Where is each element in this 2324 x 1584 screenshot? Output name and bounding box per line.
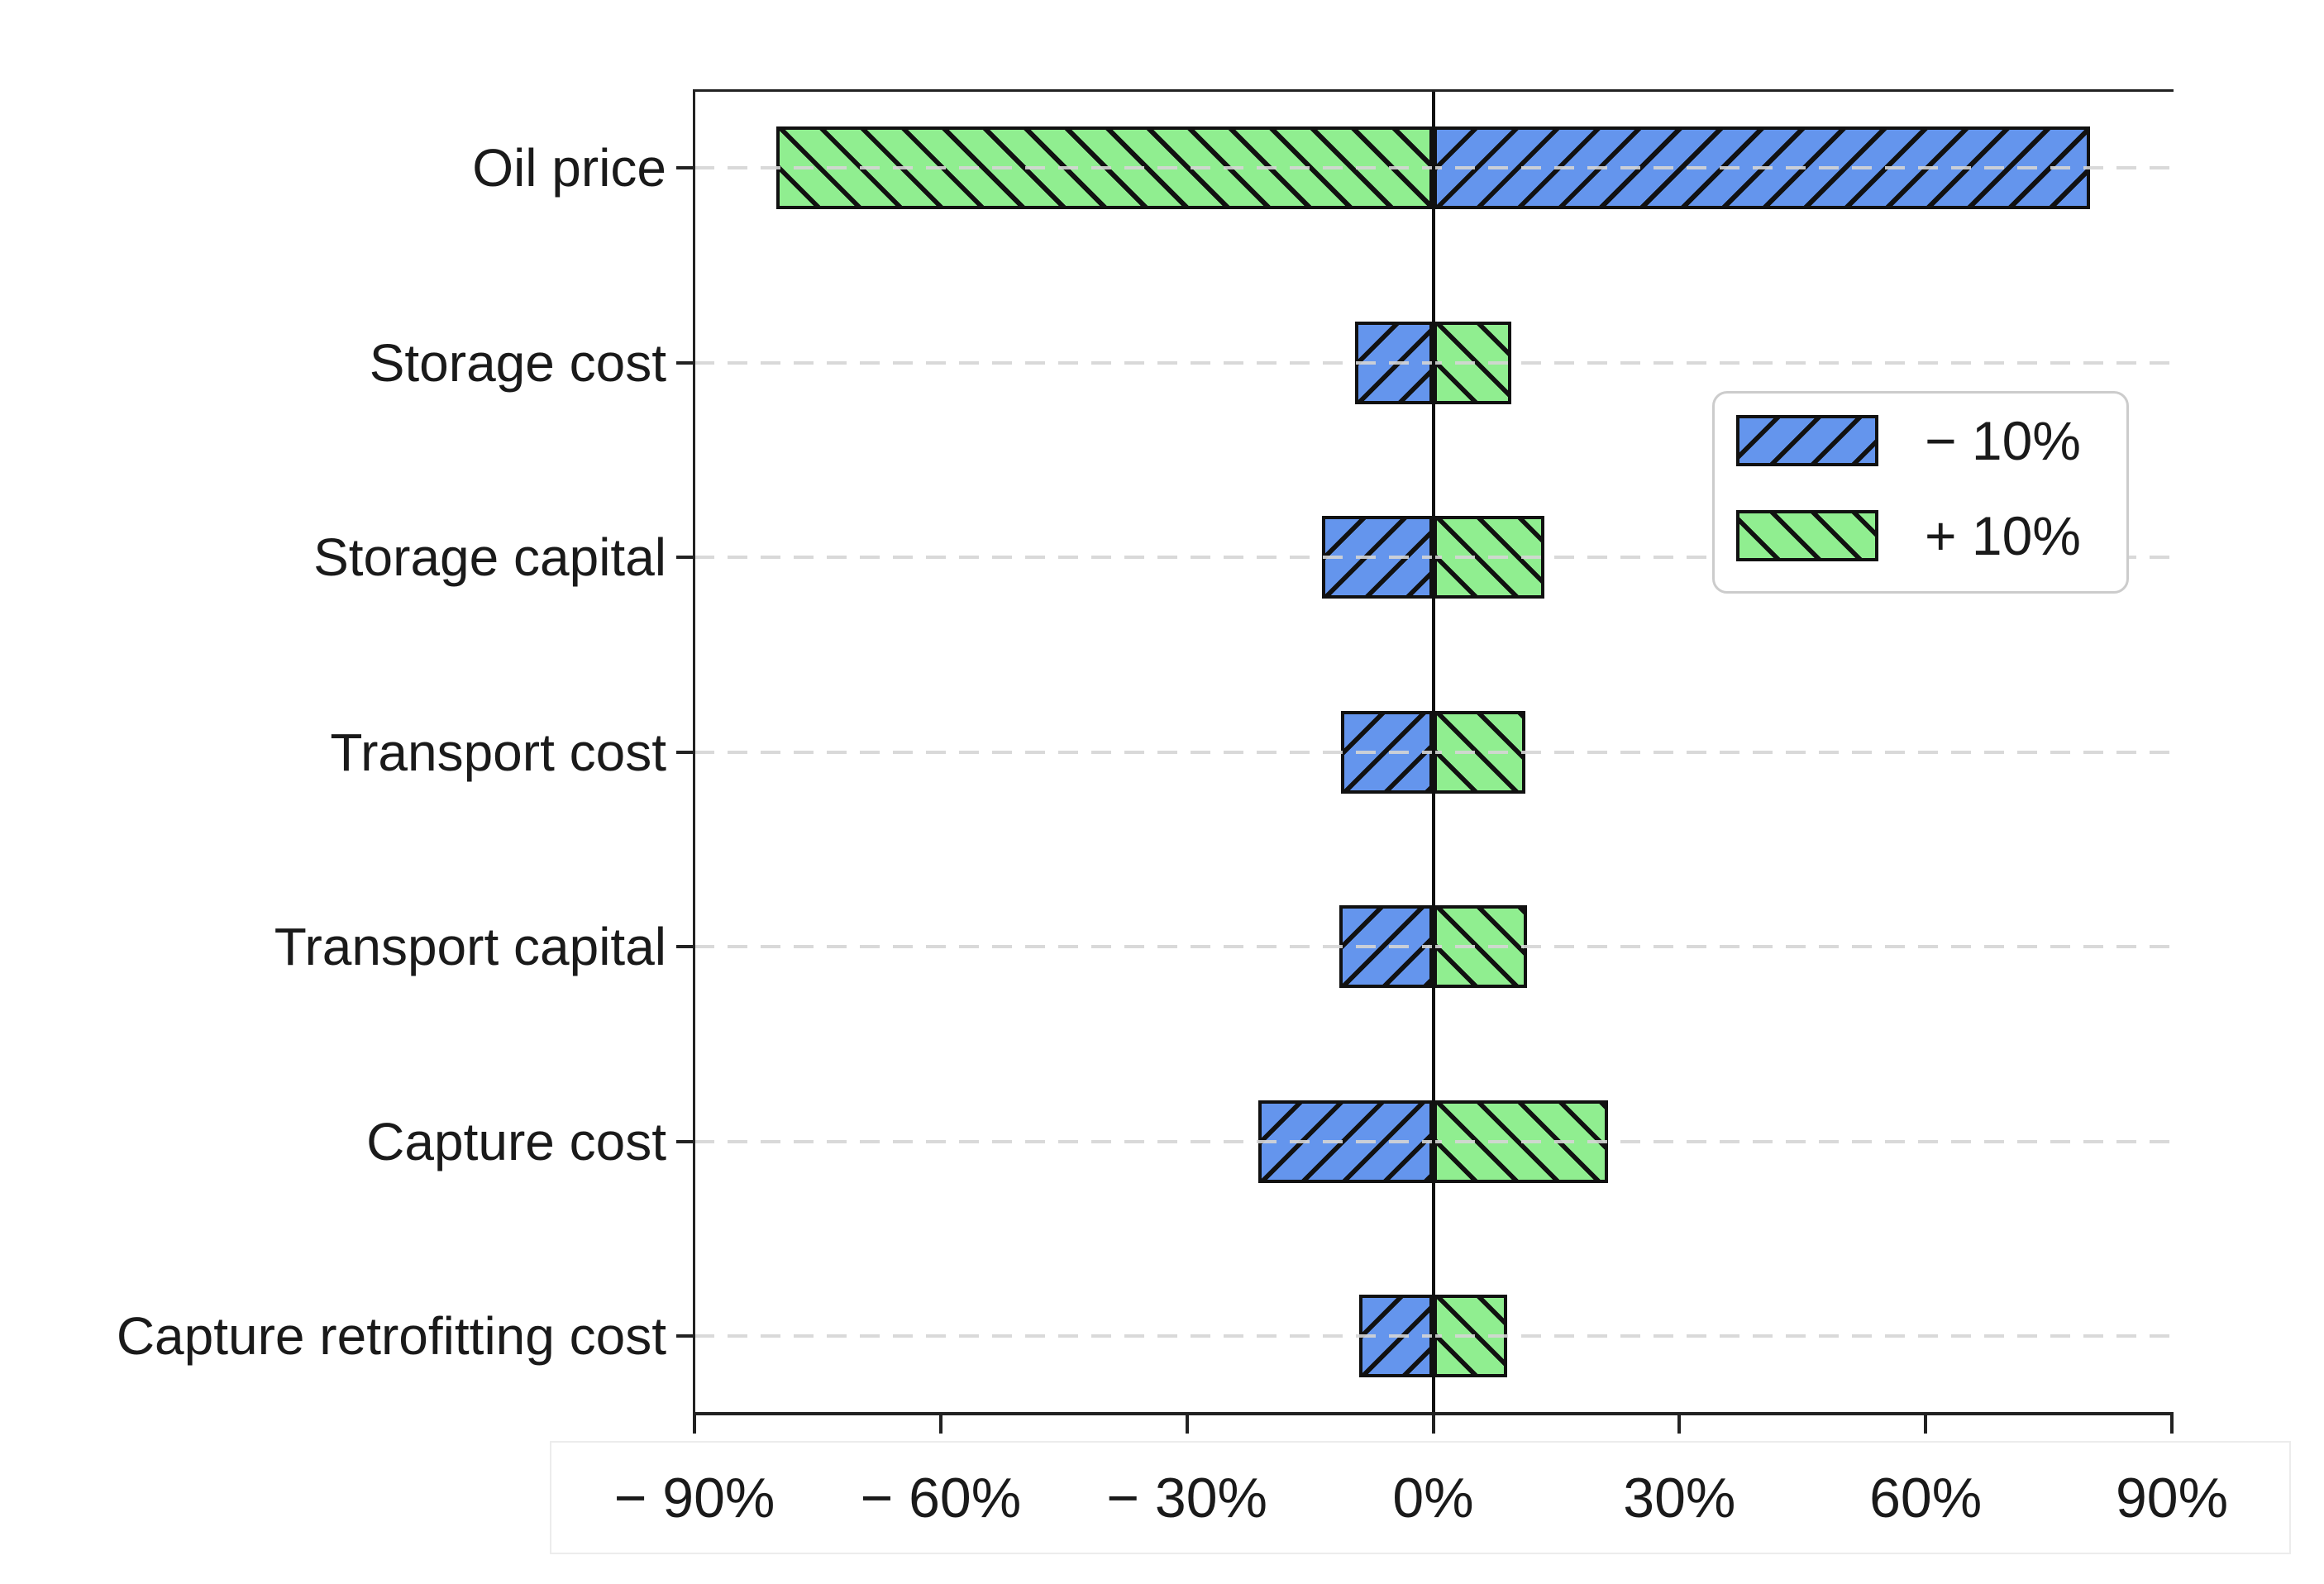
category-label-storage-cost: Storage cost [369,332,666,393]
y-tick-transport-capital [676,945,694,948]
zero-line [1431,89,1435,1434]
category-label-capture-retrofitting-cost: Capture retrofitting cost [116,1306,666,1366]
top-spine [693,89,2174,92]
legend-swatch-minus-10-icon [1736,415,1878,466]
category-label-transport-cost: Transport cost [330,722,666,782]
y-tick-transport-cost [676,750,694,754]
legend-label-plus-10: + 10% [1925,505,2081,566]
y-tick-storage-cost [676,360,694,365]
x-tick--30 [1185,1414,1189,1434]
legend-swatch-plus-10-icon [1736,510,1878,561]
x-tick--60 [938,1414,942,1434]
category-label-oil-price: Oil price [472,138,666,198]
x-tick-label--90: − 90% [613,1467,775,1529]
category-label-storage-capital: Storage capital [313,527,666,587]
x-tick-90 [2170,1414,2174,1434]
x-tick-0 [1431,1414,1435,1434]
x-tick-label-90: 90% [2115,1467,2229,1529]
legend: − 10% + 10% [1712,391,2129,594]
x-tick-label-60: 60% [1869,1467,1983,1529]
x-tick-label--60: − 60% [860,1467,1022,1529]
y-tick-oil-price [676,166,694,169]
y-tick-capture-cost [676,1139,694,1143]
x-tick-label--30: − 30% [1106,1467,1267,1529]
x-tick--90 [693,1414,696,1434]
y-tick-capture-retrofitting-cost [676,1334,694,1338]
legend-label-minus-10: − 10% [1925,410,2081,471]
x-tick-label-30: 30% [1623,1467,1736,1529]
x-tick-label-strip [550,1441,2291,1554]
category-label-transport-capital: Transport capital [274,917,666,976]
legend-item-plus-10: + 10% [1736,508,2126,563]
legend-item-minus-10: − 10% [1736,413,2126,468]
x-tick-30 [1677,1414,1682,1434]
y-tick-storage-capital [676,556,694,559]
x-tick-label-0: 0% [1392,1467,1474,1529]
category-label-capture-cost: Capture cost [366,1111,666,1171]
x-tick-60 [1924,1414,1928,1434]
